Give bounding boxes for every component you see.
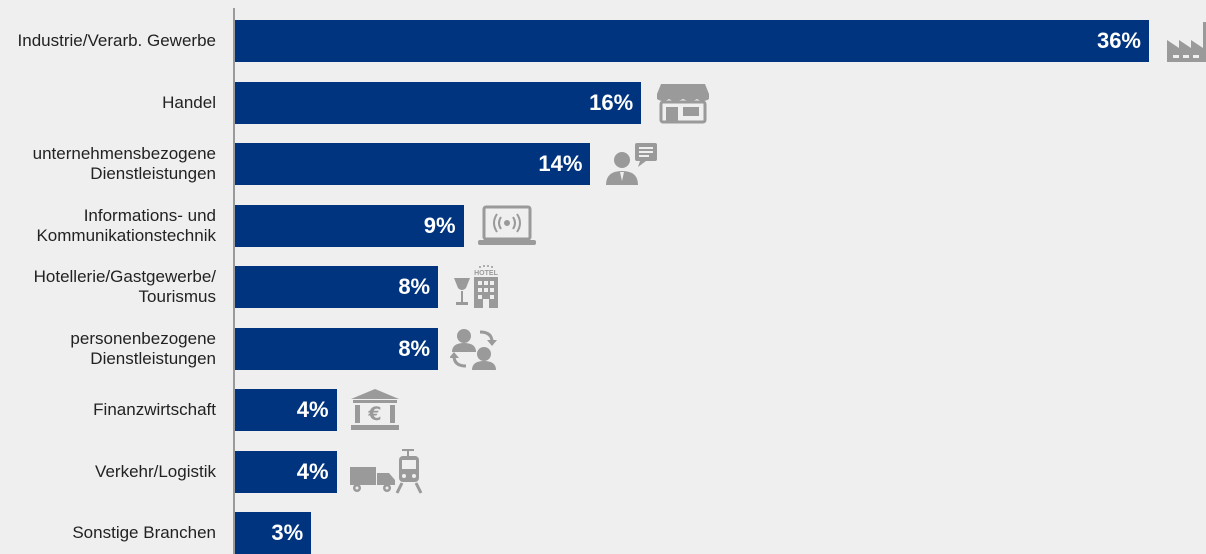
value-label: 4% (296, 459, 329, 484)
category-label: Informations- und Kommunikationstechnik (36, 206, 216, 245)
category-label: unternehmensbezogene Dienstleistungen (32, 144, 216, 183)
value-label: 14% (538, 151, 583, 176)
category-label: Finanzwirtschaft (93, 400, 216, 419)
svg-text:€: € (367, 403, 381, 425)
bar-row: unternehmensbezogene Dienstleistungen 14% (0, 143, 1206, 185)
bar: 8% (235, 266, 439, 308)
category-label: Industrie/Verarb. Gewerbe (17, 31, 216, 50)
value-label: 16% (589, 90, 634, 115)
bar: 3% (235, 512, 312, 554)
bar-row: Verkehr/Logistik 4% (0, 449, 1206, 495)
laptop-wifi-icon (476, 203, 540, 249)
bar-row: Handel 16% (0, 82, 1206, 124)
bar: 14% (235, 143, 591, 185)
shop-icon (653, 80, 717, 126)
bar: 36% (235, 20, 1149, 62)
value-label: 4% (296, 397, 329, 422)
bar-row: personenbezogene Dienstleistungen 8% (0, 328, 1206, 370)
category-label: personenbezogene Dienstleistungen (70, 329, 216, 368)
business-person-icon (602, 141, 666, 187)
people-exchange-icon (450, 326, 514, 372)
bar-row: Industrie/Verarb. Gewerbe 36% (0, 20, 1206, 62)
value-label: 3% (271, 520, 304, 545)
category-label: Verkehr/Logistik (95, 462, 216, 481)
value-label: 9% (423, 213, 456, 238)
bar: 4% (235, 389, 337, 431)
category-label: Handel (162, 93, 216, 112)
bar: 4% (235, 451, 337, 493)
value-label: 8% (398, 274, 431, 299)
y-axis-line (233, 8, 235, 554)
bar-row: Sonstige Branchen 3% (0, 512, 1206, 554)
bar-row: Hotellerie/Gastgewerbe/ Tourismus 8% HOTEL (0, 264, 1206, 310)
bar: 9% (235, 205, 464, 247)
value-label: 8% (398, 336, 431, 361)
bar: 8% (235, 328, 439, 370)
bar: 16% (235, 82, 642, 124)
bank-euro-icon: € (349, 387, 413, 433)
hotel-icon: HOTEL (450, 264, 514, 310)
factory-icon (1161, 18, 1206, 64)
truck-train-icon (349, 449, 435, 495)
category-label: Hotellerie/Gastgewerbe/ Tourismus (33, 267, 216, 306)
bar-row: Informations- und Kommunikationstechnik 9… (0, 205, 1206, 247)
category-label: Sonstige Branchen (72, 523, 216, 542)
value-label: 36% (1096, 28, 1141, 53)
svg-text:HOTEL: HOTEL (474, 270, 498, 277)
bar-row: Finanzwirtschaft 4% € (0, 389, 1206, 431)
